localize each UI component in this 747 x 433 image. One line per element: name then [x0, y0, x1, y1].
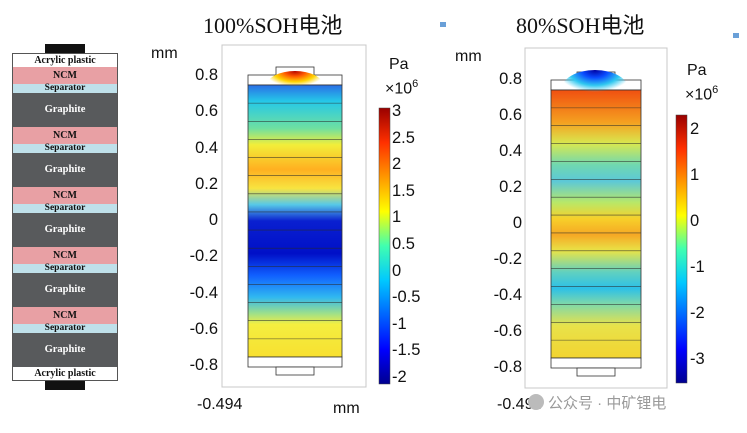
left-colorbar-unit: Pa	[389, 56, 409, 73]
y-tick-label: 0.2	[195, 174, 218, 193]
layer-separator: Separator	[13, 143, 117, 153]
colorbar-tick-label: -2	[392, 368, 407, 386]
y-tick-label: 0.6	[499, 106, 522, 124]
right-colorbar	[675, 114, 688, 384]
left-colorbar	[378, 107, 391, 385]
layer-separator: Separator	[13, 263, 117, 273]
left-x-unit: mm	[333, 400, 360, 417]
colorbar-tick-label: 2.5	[392, 128, 415, 147]
colorbar-tick-label: -1	[392, 314, 407, 333]
right-plot-title: 80%SOH电池	[516, 13, 645, 38]
y-tick-label: 0	[208, 211, 218, 229]
layer-graphite: Graphite	[13, 213, 117, 247]
left-y-unit: mm	[151, 45, 178, 62]
y-tick-label: -0.8	[189, 356, 218, 374]
colorbar-tick-label: -0.5	[392, 288, 421, 307]
y-tick-label: 0	[512, 214, 522, 232]
right-bottom-tab	[576, 367, 616, 377]
right-plot	[524, 47, 688, 389]
y-tick-label: -0.4	[189, 283, 218, 302]
layer-ncm: NCM	[13, 187, 117, 204]
colorbar-tick-label: -3	[690, 350, 705, 368]
y-tick-label: 0.8	[195, 66, 218, 84]
colorbar-tick-label: 1	[690, 166, 700, 184]
colorbar-tick-label: -1.5	[392, 341, 421, 360]
layer-ncm: NCM	[13, 247, 117, 264]
layer-graphite: Graphite	[13, 153, 117, 187]
layer-ncm: NCM	[13, 67, 117, 84]
y-tick-label: -0.8	[493, 358, 522, 376]
watermark: 公众号 · 中矿锂电	[528, 392, 666, 413]
layer-graphite: Graphite	[13, 333, 117, 367]
y-tick-label: 0.4	[195, 138, 218, 157]
left-plot-frame	[221, 44, 367, 388]
top-current-tab	[45, 44, 85, 53]
layer-separator: Separator	[13, 83, 117, 93]
colorbar-tick-label: 2	[690, 120, 700, 138]
colorbar-tick-label: 0	[392, 261, 402, 280]
y-tick-label: 0.8	[499, 70, 522, 88]
left-bottom-plate	[247, 356, 343, 368]
left-colorbar-scale: ×106	[385, 78, 419, 98]
colorbar-tick-label: -1	[690, 258, 705, 276]
colorbar-tick-label: 3	[392, 102, 402, 120]
colorbar-tick-label: 1.5	[392, 181, 415, 200]
y-tick-label: -0.6	[189, 319, 218, 338]
bottom-current-tab	[45, 381, 85, 390]
y-tick-label: -0.2	[493, 250, 522, 268]
corner-marker	[440, 22, 446, 27]
left-bottom-tab	[275, 366, 315, 376]
colorbar-tick-label: 0	[690, 212, 700, 230]
right-plot-frame	[524, 47, 668, 389]
layer-ncm: NCM	[13, 307, 117, 324]
y-tick-label: -0.6	[493, 322, 522, 340]
layer-graphite: Graphite	[13, 93, 117, 127]
right-y-unit: mm	[455, 48, 482, 65]
y-tick-label: 0.4	[499, 142, 522, 160]
layer-separator: Separator	[13, 203, 117, 213]
layer-acrylic-plastic: Acrylic plastic	[13, 367, 117, 380]
layer-graphite: Graphite	[13, 273, 117, 307]
layer-acrylic-plastic: Acrylic plastic	[13, 54, 117, 67]
wechat-logo-icon	[528, 394, 544, 410]
layer-separator: Separator	[13, 323, 117, 333]
right-colorbar-scale: ×106	[685, 84, 719, 104]
colorbar-tick-label: 0.5	[392, 235, 415, 253]
left-plot	[221, 44, 391, 388]
colorbar-tick-label: -2	[690, 304, 705, 322]
y-tick-label: -0.4	[493, 286, 522, 304]
right-colorbar-unit: Pa	[687, 62, 707, 79]
y-tick-label: -0.2	[189, 247, 218, 266]
y-tick-label: 0.2	[499, 178, 522, 196]
left-x-tick: -0.494	[197, 396, 243, 413]
right-bottom-plate	[550, 357, 642, 369]
left-plot-title: 100%SOH电池	[203, 13, 343, 38]
colorbar-tick-label: 1	[392, 208, 402, 227]
layer-list: Acrylic plastic NCM Separator Graphite NCM Se…	[12, 53, 118, 381]
left-stress-field	[248, 85, 342, 357]
corner-marker	[733, 33, 739, 38]
right-stress-field	[551, 90, 641, 358]
y-tick-label: 0.6	[195, 102, 218, 121]
colorbar-tick-label: 2	[392, 155, 402, 174]
layer-ncm: NCM	[13, 127, 117, 144]
